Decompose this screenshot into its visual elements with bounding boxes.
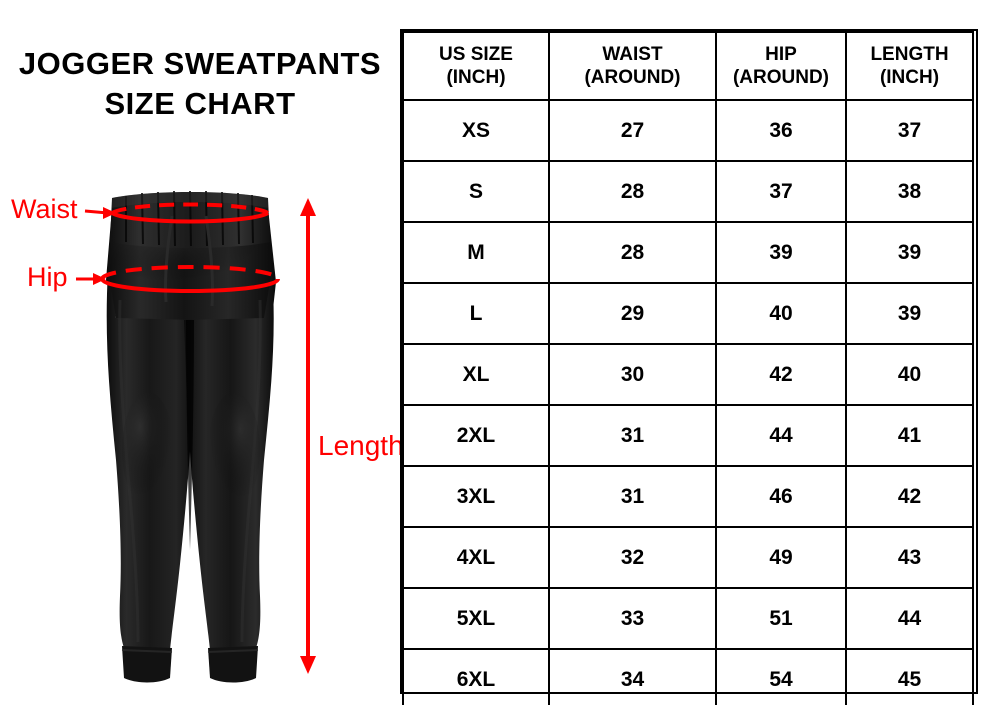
cell-length: 43 xyxy=(845,526,974,589)
cell-waist: 28 xyxy=(548,221,717,284)
column-header-length: LENGTH (INCH) xyxy=(845,31,974,101)
cell-hip: 54 xyxy=(715,648,847,705)
cell-length: 38 xyxy=(845,160,974,223)
table-row: M 28 39 39 xyxy=(402,221,974,284)
column-header-line-1: LENGTH xyxy=(870,44,949,65)
cell-waist: 33 xyxy=(548,587,717,650)
cell-waist: 27 xyxy=(548,99,717,162)
cell-length: 44 xyxy=(845,587,974,650)
cell-hip: 46 xyxy=(715,465,847,528)
cell-hip: 36 xyxy=(715,99,847,162)
cell-length: 37 xyxy=(845,99,974,162)
cell-waist: 31 xyxy=(548,404,717,467)
cell-waist: 29 xyxy=(548,282,717,345)
cell-length: 39 xyxy=(845,282,974,345)
cell-length: 39 xyxy=(845,221,974,284)
cell-hip: 40 xyxy=(715,282,847,345)
cell-hip: 39 xyxy=(715,221,847,284)
table-row: 6XL 34 54 45 xyxy=(402,648,974,705)
table-row: 2XL 31 44 41 xyxy=(402,404,974,467)
cell-hip: 42 xyxy=(715,343,847,406)
length-label: Length xyxy=(318,430,404,461)
cell-size: XS xyxy=(402,99,550,162)
column-header-hip: HIP (AROUND) xyxy=(715,31,847,101)
cell-hip: 51 xyxy=(715,587,847,650)
hip-arrow xyxy=(76,273,106,285)
column-header-us-size: US SIZE (INCH) xyxy=(402,31,550,101)
table-row: 4XL 32 49 43 xyxy=(402,526,974,589)
waist-label: Waist xyxy=(11,194,78,224)
cell-length: 45 xyxy=(845,648,974,705)
table-row: L 29 40 39 xyxy=(402,282,974,345)
cell-size: XL xyxy=(402,343,550,406)
column-header-line-1: WAIST xyxy=(602,44,663,65)
cell-hip: 37 xyxy=(715,160,847,223)
cell-size: M xyxy=(402,221,550,284)
cell-size: 2XL xyxy=(402,404,550,467)
cell-length: 41 xyxy=(845,404,974,467)
column-header-line-2: (AROUND) xyxy=(732,67,830,88)
cell-waist: 28 xyxy=(548,160,717,223)
hip-label: Hip xyxy=(27,262,68,292)
column-header-line-2: (AROUND) xyxy=(584,67,681,88)
waist-arrow xyxy=(84,207,116,219)
hip-measure-ellipse xyxy=(100,265,280,293)
cell-hip: 49 xyxy=(715,526,847,589)
column-header-line-2: (INCH) xyxy=(879,67,940,88)
jogger-sweatpants-illustration xyxy=(0,150,400,705)
cell-hip: 44 xyxy=(715,404,847,467)
cell-size: 5XL xyxy=(402,587,550,650)
waist-measure-ellipse xyxy=(110,202,270,224)
pants-right-leg xyxy=(184,270,274,683)
table-row: 3XL 31 46 42 xyxy=(402,465,974,528)
pants-left-leg xyxy=(106,270,196,683)
cell-length: 40 xyxy=(845,343,974,406)
table-row: 5XL 33 51 44 xyxy=(402,587,974,650)
cell-waist: 32 xyxy=(548,526,717,589)
cell-size: 6XL xyxy=(402,648,550,705)
page-title: JOGGER SWEATPANTS SIZE CHART xyxy=(0,44,400,124)
table-header-row: US SIZE (INCH) WAIST (AROUND) HIP (AROUN… xyxy=(402,31,974,101)
cell-size: S xyxy=(402,160,550,223)
cell-size: L xyxy=(402,282,550,345)
page-title-line-2: SIZE CHART xyxy=(104,86,296,121)
table-row: XL 30 42 40 xyxy=(402,343,974,406)
cell-waist: 31 xyxy=(548,465,717,528)
column-header-line-1: HIP xyxy=(765,44,797,65)
page-title-line-1: JOGGER SWEATPANTS xyxy=(18,46,382,81)
column-header-line-1: US SIZE xyxy=(439,44,513,65)
column-header-line-2: (INCH) xyxy=(446,67,506,88)
table-row: XS 27 36 37 xyxy=(402,99,974,162)
cell-size: 4XL xyxy=(402,526,550,589)
cell-size: 3XL xyxy=(402,465,550,528)
pants-drawstring xyxy=(163,215,215,307)
size-chart-table: US SIZE (INCH) WAIST (AROUND) HIP (AROUN… xyxy=(402,31,974,705)
cell-length: 42 xyxy=(845,465,974,528)
cell-waist: 34 xyxy=(548,648,717,705)
length-dimension-arrow xyxy=(300,198,316,674)
column-header-waist: WAIST (AROUND) xyxy=(548,31,717,101)
table-row: S 28 37 38 xyxy=(402,160,974,223)
cell-waist: 30 xyxy=(548,343,717,406)
